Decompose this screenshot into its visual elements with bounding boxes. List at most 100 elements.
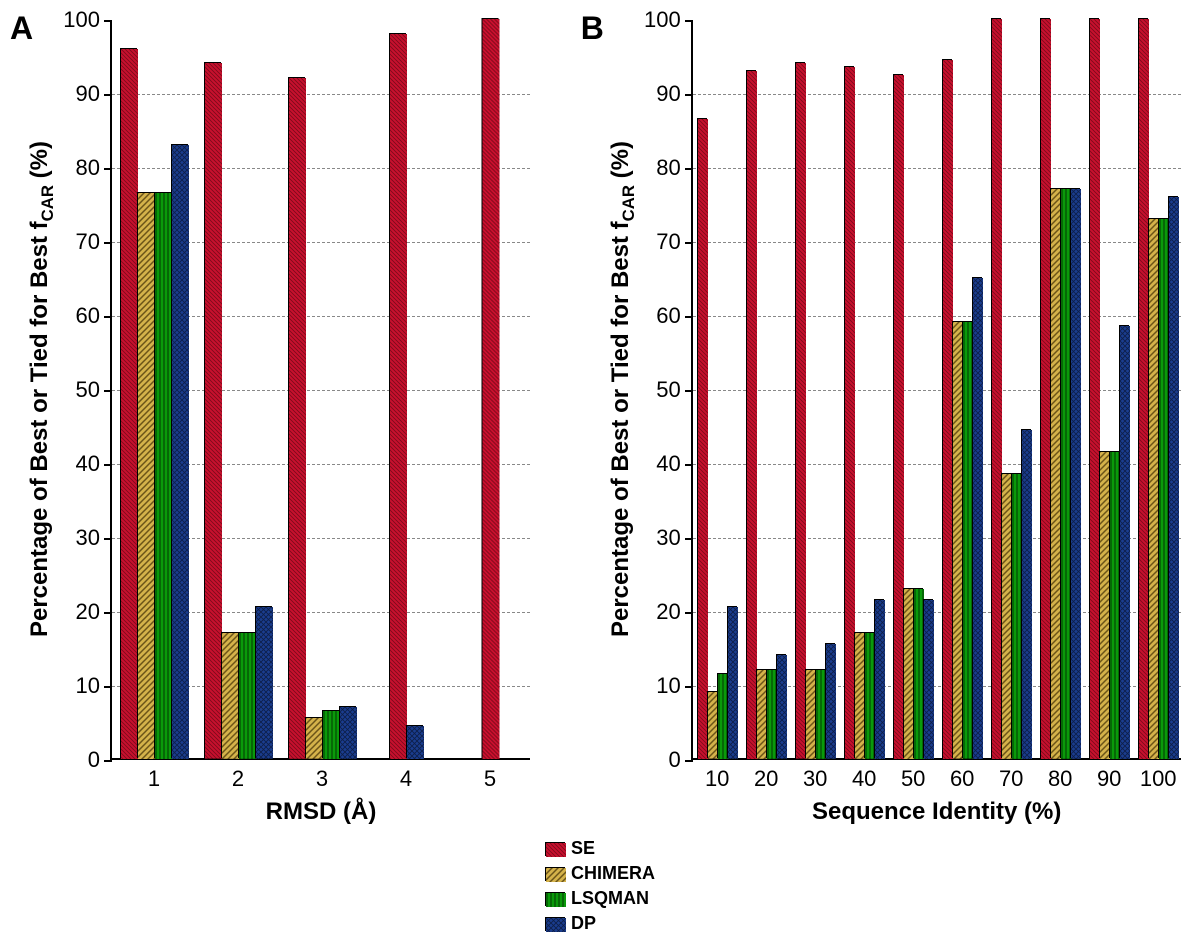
y-tick-label: 40 [656, 451, 692, 477]
bar-chimera [221, 632, 238, 758]
legend: SECHIMERALSQMANDP [545, 838, 655, 938]
x-tick-label: 90 [1097, 758, 1121, 792]
legend-swatch [545, 917, 565, 931]
bar-dp [406, 725, 423, 758]
bar-se [991, 18, 1001, 758]
x-tick-label: 20 [754, 758, 778, 792]
bar-group [795, 62, 835, 758]
bar-group [697, 118, 737, 758]
bar-group [1089, 18, 1129, 758]
x-tick-label: 50 [901, 758, 925, 792]
panel-a-label: A [10, 10, 33, 47]
bar-group [120, 48, 188, 758]
bar-lsqman [717, 673, 727, 758]
bar-group [991, 18, 1031, 758]
bar-dp [339, 706, 356, 758]
bar-dp [1119, 325, 1129, 758]
bar-dp [171, 144, 188, 758]
legend-swatch [545, 867, 565, 881]
y-tick-label: 30 [656, 525, 692, 551]
x-tick-label: 60 [950, 758, 974, 792]
bar-group [746, 70, 786, 758]
bar-se [1138, 18, 1148, 758]
bar-se [893, 74, 903, 759]
y-tick-label: 90 [76, 81, 112, 107]
y-tick-label: 100 [644, 7, 693, 33]
bar-dp [1168, 196, 1178, 758]
bar-chimera [707, 691, 717, 758]
x-tick-label: 30 [803, 758, 827, 792]
x-tick-label: 5 [484, 758, 496, 792]
bar-lsqman [1109, 451, 1119, 758]
panel-b: B Percentage of Best or Tied for Best fC… [581, 10, 1190, 760]
x-tick-label: 4 [400, 758, 412, 792]
bar-se [1089, 18, 1099, 758]
chart-a-bars [112, 20, 530, 758]
bar-dp [1021, 429, 1031, 758]
legend-item-chimera: CHIMERA [545, 863, 655, 884]
x-tick-label: 2 [232, 758, 244, 792]
bar-dp [255, 606, 272, 758]
bar-group [389, 33, 423, 758]
y-tick-label: 50 [656, 377, 692, 403]
y-tick-label: 90 [656, 81, 692, 107]
bar-lsqman [154, 192, 171, 758]
y-tick-label: 70 [76, 229, 112, 255]
bar-lsqman [864, 632, 874, 758]
y-tick-label: 0 [88, 747, 112, 773]
x-tick-label: 40 [852, 758, 876, 792]
legend-label: SE [571, 838, 595, 859]
bar-dp [874, 599, 884, 758]
bar-chimera [952, 321, 962, 758]
bar-chimera [805, 669, 815, 758]
bar-lsqman [238, 632, 255, 758]
legend-swatch [545, 842, 565, 856]
bar-chimera [137, 192, 154, 758]
y-tick-label: 30 [76, 525, 112, 551]
bar-se [389, 33, 406, 758]
bar-chimera [1001, 473, 1011, 758]
legend-swatch [545, 892, 565, 906]
chart-b-plot: Percentage of Best or Tied for Best fCAR… [691, 20, 1181, 760]
bar-lsqman [962, 321, 972, 758]
bar-se [482, 18, 499, 758]
bar-group [844, 66, 884, 758]
bar-dp [776, 654, 786, 758]
y-tick-label: 60 [76, 303, 112, 329]
chart-b-ylabel: Percentage of Best or Tied for Best fCAR… [607, 141, 639, 637]
y-tick-label: 70 [656, 229, 692, 255]
bar-dp [825, 643, 835, 758]
chart-a-wrapper: Percentage of Best or Tied for Best fCAR… [110, 20, 541, 760]
chart-b-bars [693, 20, 1181, 758]
bar-dp [1070, 188, 1080, 758]
bar-se [844, 66, 854, 758]
y-tick-label: 20 [76, 599, 112, 625]
bar-lsqman [1060, 188, 1070, 758]
figure-container: A Percentage of Best or Tied for Best fC… [10, 10, 1190, 760]
x-tick-label: 80 [1048, 758, 1072, 792]
x-tick-label: 10 [705, 758, 729, 792]
bar-lsqman [322, 710, 339, 758]
bar-dp [727, 606, 737, 758]
chart-b-wrapper: Percentage of Best or Tied for Best fCAR… [691, 20, 1190, 760]
bar-se [795, 62, 805, 758]
bar-se [204, 62, 221, 758]
y-tick-label: 60 [656, 303, 692, 329]
bar-se [697, 118, 707, 758]
bar-group [893, 74, 933, 759]
bar-dp [923, 599, 933, 758]
chart-a-ylabel: Percentage of Best or Tied for Best fCAR… [26, 141, 58, 637]
legend-label: CHIMERA [571, 863, 655, 884]
bar-chimera [903, 588, 913, 758]
legend-label: LSQMAN [571, 888, 649, 909]
y-tick-label: 10 [656, 673, 692, 699]
y-tick-label: 50 [76, 377, 112, 403]
bar-se [746, 70, 756, 758]
bar-lsqman [1011, 473, 1021, 758]
y-tick-label: 80 [656, 155, 692, 181]
bar-lsqman [913, 588, 923, 758]
chart-a-plot: Percentage of Best or Tied for Best fCAR… [110, 20, 530, 760]
bar-group [942, 59, 982, 758]
legend-item-lsqman: LSQMAN [545, 888, 655, 909]
x-tick-label: 70 [999, 758, 1023, 792]
